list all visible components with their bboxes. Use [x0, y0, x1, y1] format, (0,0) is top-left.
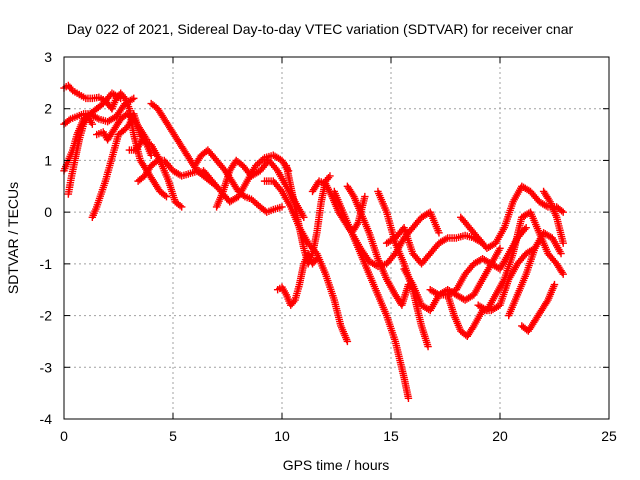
series-track-28 — [505, 229, 565, 320]
y-tick-label: -2 — [40, 308, 53, 324]
data-point-marker — [557, 249, 565, 258]
series-track-19 — [343, 182, 413, 309]
data-point-marker — [435, 229, 443, 237]
y-tick-label: -4 — [40, 411, 53, 427]
series-track-25 — [443, 244, 539, 340]
y-tick-label: -1 — [40, 256, 53, 272]
data-point-marker — [343, 337, 352, 346]
data-point-marker — [162, 192, 171, 201]
series-track-4 — [64, 112, 97, 198]
series-track-21 — [348, 208, 443, 271]
data-point-marker — [522, 223, 530, 232]
series-track-27 — [474, 208, 567, 315]
series-track-16 — [260, 177, 352, 346]
x-tick-label: 0 — [60, 428, 68, 444]
data-point-marker — [496, 244, 504, 253]
data-point-marker — [559, 239, 567, 247]
x-axis-label: GPS time / hours — [283, 457, 390, 473]
data-point-marker — [404, 394, 413, 403]
x-tick-label: 10 — [274, 428, 290, 444]
series-track-29 — [518, 280, 559, 335]
series-track-8 — [125, 136, 186, 211]
data-point-marker — [130, 94, 138, 103]
data-point-marker — [300, 213, 308, 222]
plot-frame — [63, 56, 610, 420]
series-track-26 — [457, 182, 567, 253]
data-point-marker — [424, 342, 432, 351]
y-tick-label: 2 — [44, 101, 52, 117]
data-point-marker — [559, 270, 567, 278]
series-track-20 — [374, 187, 432, 351]
x-tick-label: 5 — [169, 428, 177, 444]
y-tick-label: 0 — [44, 204, 52, 220]
data-point-marker — [361, 192, 369, 201]
chart-title: Day 022 of 2021, Sidereal Day-to-day VTE… — [67, 21, 574, 37]
x-tick-label: 20 — [492, 428, 508, 444]
data-point-marker — [326, 172, 334, 180]
ticks-layer: 0 5 10 15 20 25 -4 -3 -2 -1 0 1 2 3 — [40, 49, 617, 444]
series-track-2 — [60, 94, 138, 128]
series-track-13 — [212, 156, 308, 222]
series-track-30 — [539, 187, 567, 247]
series-track-11 — [191, 146, 286, 216]
y-axis-label: SDTVAR / TECUs — [5, 182, 21, 294]
marks-layer — [60, 81, 567, 403]
y-tick-label: -3 — [40, 359, 53, 375]
data-point-marker — [178, 203, 186, 211]
y-tick-label: 1 — [44, 152, 52, 168]
data-point-marker — [88, 120, 97, 128]
data-point-marker — [550, 280, 559, 289]
x-tick-label: 25 — [601, 428, 617, 444]
x-tick-label: 15 — [383, 428, 399, 444]
data-point-marker — [559, 208, 567, 216]
y-tick-label: 3 — [44, 49, 52, 65]
series-track-6 — [93, 110, 151, 144]
data-point-marker — [278, 203, 286, 211]
